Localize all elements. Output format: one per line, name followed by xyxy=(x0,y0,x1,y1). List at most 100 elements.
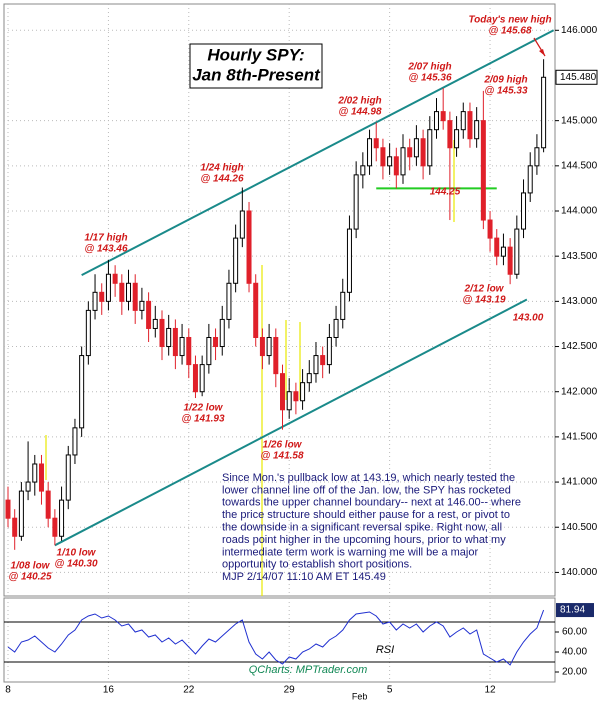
candle-body xyxy=(79,355,85,429)
channel-line xyxy=(81,29,555,277)
candle-body xyxy=(454,129,460,149)
candle-body xyxy=(192,364,198,393)
x-tick-label: 29 xyxy=(284,685,296,696)
candle-body xyxy=(521,192,527,230)
candle-body xyxy=(206,336,212,366)
annotation: 2/12 low xyxy=(464,284,505,295)
y-tick-label: 142.000 xyxy=(561,386,598,397)
annotation: @ 145.36 xyxy=(408,73,452,84)
annotation: Today's new high xyxy=(468,15,551,26)
candle-body xyxy=(45,490,51,519)
annotation: 1/10 low xyxy=(57,548,97,559)
candle-body xyxy=(427,129,433,167)
candle-body xyxy=(119,282,125,302)
candle-body xyxy=(65,454,71,501)
annotation: 1/22 low xyxy=(184,403,224,414)
candle-body xyxy=(407,147,413,158)
candle-body xyxy=(360,165,366,176)
y-tick-label: 145.000 xyxy=(561,115,598,126)
x-tick-label: 12 xyxy=(484,685,496,696)
annotation: 2/07 high xyxy=(407,62,451,73)
candle-body xyxy=(313,355,319,375)
candle-body xyxy=(280,373,285,411)
candle-body xyxy=(494,237,500,257)
candle-body xyxy=(306,373,312,384)
annotation: @ 145.33 xyxy=(484,86,528,97)
candle-body xyxy=(259,336,265,357)
candle-body xyxy=(286,391,292,411)
candle-body xyxy=(380,147,386,167)
candle-body xyxy=(159,318,165,348)
candle-body xyxy=(18,490,24,537)
candle-body xyxy=(500,246,506,257)
annotation: @ 144.26 xyxy=(200,174,244,185)
candle-body xyxy=(367,138,373,167)
candle-body xyxy=(166,327,172,348)
commentary-line: roads point higher in the upcoming hours… xyxy=(222,534,506,546)
candle-body xyxy=(92,291,98,311)
rsi-last-box xyxy=(556,603,594,618)
candle-body xyxy=(105,273,111,302)
annotation: @ 140.30 xyxy=(54,559,98,570)
candle-body xyxy=(52,517,58,537)
y-tick-label: 142.500 xyxy=(561,341,598,352)
candle-body xyxy=(172,327,178,357)
annotation: 144.25 xyxy=(430,187,461,198)
credit: QCharts: MPTrader.com xyxy=(249,664,368,676)
candle-body xyxy=(326,336,332,366)
candle-body xyxy=(527,165,533,194)
candle-body xyxy=(132,282,138,311)
candle-body xyxy=(85,309,91,357)
candle-body xyxy=(5,499,11,519)
x-tick-label: 16 xyxy=(103,685,115,696)
candle-body xyxy=(514,228,520,275)
candle-body xyxy=(99,291,105,302)
candle-body xyxy=(72,427,78,456)
y-tick-label: 140.000 xyxy=(561,567,598,578)
candle-body xyxy=(413,138,419,158)
rsi-line xyxy=(7,609,545,666)
annotation: 1/26 low xyxy=(263,440,303,451)
annotation: @ 141.93 xyxy=(181,414,225,425)
candle-body xyxy=(447,120,453,149)
title-box xyxy=(189,43,323,89)
annotation: @ 141.58 xyxy=(260,451,304,462)
y-tick-label: 144.000 xyxy=(561,206,598,217)
chart-subtitle: Jan 8th-Present xyxy=(192,65,321,84)
candle-body xyxy=(199,364,205,393)
candle-body xyxy=(186,336,192,366)
y-tick-label: 146.000 xyxy=(561,25,598,36)
commentary-line: towards the upper channel boundary-- nex… xyxy=(222,497,521,509)
last-price-box xyxy=(555,69,598,85)
rsi-label: RSI xyxy=(376,644,394,656)
candle-body xyxy=(393,156,399,176)
candle-body xyxy=(420,138,426,167)
y-tick-label: 60.00 xyxy=(562,627,587,638)
annotation: @ 144.98 xyxy=(338,107,382,118)
candle-body xyxy=(179,336,185,357)
arrow-head xyxy=(539,49,545,56)
candle-body xyxy=(152,318,158,329)
candle-body xyxy=(333,318,339,338)
y-tick-label: 141.500 xyxy=(561,432,598,443)
rsi-last-label: 81.94 xyxy=(560,605,585,616)
candle-body xyxy=(534,147,540,167)
commentary-line: MJP 2/14/07 11:10 AM ET 145.49 xyxy=(222,571,386,583)
candle-body xyxy=(25,481,31,492)
candle-body xyxy=(400,147,406,176)
candle-body xyxy=(467,111,473,140)
candle-body xyxy=(507,246,513,275)
candle-body xyxy=(219,318,225,348)
annotation: 2/09 high xyxy=(483,75,527,86)
candle-body xyxy=(541,76,547,149)
annotation: @ 145.68 xyxy=(488,26,532,37)
annotation: @ 140.25 xyxy=(8,572,52,583)
x-tick-label: 8 xyxy=(5,685,11,696)
y-tick-label: 141.000 xyxy=(561,477,598,488)
candle-body xyxy=(387,156,393,167)
candle-body xyxy=(273,336,279,375)
candle-body xyxy=(226,282,232,320)
annotation: 1/24 high xyxy=(200,163,243,174)
x-tick-label: 22 xyxy=(183,685,195,696)
